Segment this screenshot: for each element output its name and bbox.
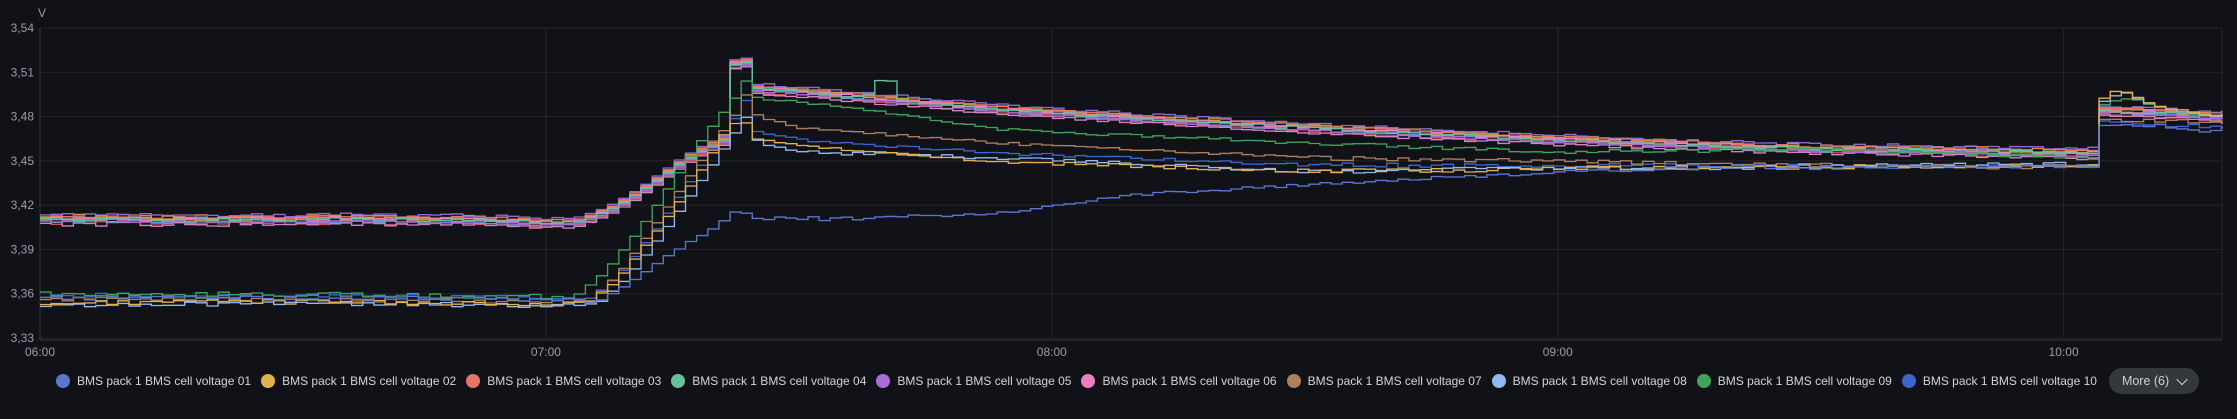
legend: BMS pack 1 BMS cell voltage 01 BMS pack … — [56, 364, 2231, 398]
legend-color-dot — [261, 374, 276, 388]
time-series-plot[interactable]: 3,33 3,36 3,39 3,42 3,45 3,48 3,51 3,54 06:00 07:… — [0, 0, 2237, 360]
series-line-6 — [40, 61, 2223, 225]
chevron-down-icon — [2176, 373, 2188, 386]
legend-item-01[interactable]: BMS pack 1 BMS cell voltage 01 — [56, 374, 251, 388]
legend-item-07[interactable]: BMS pack 1 BMS cell voltage 07 — [1286, 374, 1482, 388]
series-line-5 — [40, 63, 2223, 226]
series-line-1 — [40, 123, 2223, 304]
series-line-15 — [40, 60, 2223, 223]
legend-item-label: BMS pack 1 BMS cell voltage 09 — [1717, 374, 1892, 388]
legend-color-dot — [671, 374, 686, 388]
y-tick-label: 3,51 — [11, 65, 35, 79]
legend-item-label: BMS pack 1 BMS cell voltage 01 — [77, 374, 252, 388]
x-tick-label: 07:00 — [531, 345, 561, 359]
legend-item-03[interactable]: BMS pack 1 BMS cell voltage 03 — [466, 374, 661, 388]
legend-color-dot — [1286, 374, 1301, 388]
y-tick-label: 3,54 — [11, 21, 35, 35]
legend-items: BMS pack 1 BMS cell voltage 01 BMS pack … — [56, 374, 2097, 388]
legend-item-04[interactable]: BMS pack 1 BMS cell voltage 04 — [671, 374, 866, 388]
legend-item-label: BMS pack 1 BMS cell voltage 05 — [897, 374, 1072, 388]
legend-item-label: BMS pack 1 BMS cell voltage 10 — [1922, 374, 2097, 388]
legend-more-button[interactable]: More (6) — [2108, 368, 2200, 394]
x-tick-label: 06:00 — [25, 345, 55, 359]
y-axis-unit-label: V — [38, 6, 46, 20]
series-line-4 — [40, 62, 2223, 225]
legend-color-dot — [466, 374, 481, 388]
legend-item-label: BMS pack 1 BMS cell voltage 07 — [1307, 374, 1482, 388]
legend-color-dot — [1901, 374, 1916, 388]
x-tick-label: 08:00 — [1037, 345, 1067, 359]
legend-item-05[interactable]: BMS pack 1 BMS cell voltage 05 — [876, 374, 1071, 388]
legend-item-label: BMS pack 1 BMS cell voltage 03 — [487, 374, 662, 388]
y-tick-label: 3,39 — [11, 242, 35, 256]
legend-color-dot — [876, 374, 891, 388]
y-tick-label: 3,45 — [11, 154, 35, 168]
legend-item-09[interactable]: BMS pack 1 BMS cell voltage 09 — [1696, 374, 1892, 388]
x-tick-label: 09:00 — [1543, 345, 1573, 359]
legend-color-dot — [1696, 374, 1711, 388]
legend-item-02[interactable]: BMS pack 1 BMS cell voltage 02 — [261, 374, 456, 388]
series-line-8 — [40, 92, 2223, 308]
series-line-7 — [40, 94, 2223, 304]
series-line-10 — [40, 99, 2223, 301]
legend-color-dot — [56, 374, 70, 388]
legend-color-dot — [1081, 374, 1096, 388]
series-line-2 — [40, 90, 2223, 307]
y-tick-label: 3,33 — [11, 331, 35, 345]
legend-item-10[interactable]: BMS pack 1 BMS cell voltage 10 — [1901, 374, 2097, 388]
y-tick-label: 3,42 — [11, 198, 35, 212]
legend-item-label: BMS pack 1 BMS cell voltage 04 — [692, 374, 867, 388]
y-tick-label: 3,48 — [11, 110, 35, 124]
legend-item-06[interactable]: BMS pack 1 BMS cell voltage 06 — [1081, 374, 1277, 388]
legend-item-label: BMS pack 1 BMS cell voltage 06 — [1102, 374, 1277, 388]
legend-item-08[interactable]: BMS pack 1 BMS cell voltage 08 — [1491, 374, 1687, 388]
series-line-3 — [40, 60, 2223, 224]
legend-color-dot — [1491, 374, 1506, 388]
legend-more-label: More (6) — [2121, 374, 2170, 388]
legend-item-label: BMS pack 1 BMS cell voltage 02 — [282, 374, 457, 388]
legend-item-label: BMS pack 1 BMS cell voltage 08 — [1512, 374, 1687, 388]
x-tick-label: 10:00 — [2049, 345, 2079, 359]
y-tick-label: 3,36 — [11, 287, 35, 301]
